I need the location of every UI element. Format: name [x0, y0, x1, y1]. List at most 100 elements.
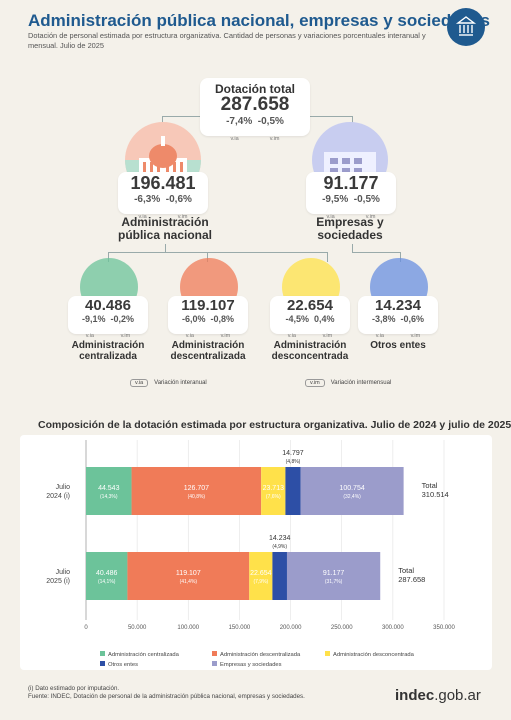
bar-segment: [127, 552, 250, 600]
subcat-label: Administración descentralizada: [153, 340, 263, 362]
connector-line: [352, 252, 400, 253]
apn-value: 196.481: [130, 173, 196, 193]
emp-via-sub: v.ia: [326, 214, 335, 220]
connector-line: [308, 116, 352, 117]
indec-brand: indec.gob.ar: [395, 687, 481, 704]
data-label: 119.107: [176, 570, 201, 577]
vim-legend-key: v.im: [305, 379, 325, 387]
data-pct-label: (14,1%): [98, 579, 116, 585]
apn-card: 196.481 -6,3% -0,6% v.ia v.im: [118, 172, 208, 220]
subcat-via: -9,1%: [81, 314, 106, 324]
x-tick-label: 50.000: [128, 625, 147, 631]
building-logo-icon: [447, 8, 485, 46]
connector-line: [352, 244, 353, 252]
connector-line: [327, 252, 328, 262]
subcat-via-sub: v.ia: [85, 333, 94, 339]
chart-title: Composición de la dotación estimada por …: [38, 419, 511, 431]
subcat-value: 14.234: [375, 297, 421, 314]
data-pct-label: (4,8%): [286, 459, 301, 465]
subcat-vim: -0,6%: [400, 314, 425, 324]
subcat-label-line2: descentralizada: [170, 351, 246, 362]
data-pct-label: (41,4%): [180, 579, 198, 585]
subcat-vim-sub: v.im: [120, 333, 131, 339]
footer-note: (i) Dato estimado por imputación.: [28, 685, 120, 692]
subcat-via: -6,0%: [181, 314, 206, 324]
connector-line: [400, 252, 401, 262]
subcat-card: 14.234 -3,8% -0,6% v.ia v.im: [358, 296, 438, 339]
subcat-vim: 0,4%: [314, 314, 335, 324]
subcat-vim-sub: v.im: [220, 333, 231, 339]
emp-vim-sub: v.im: [365, 214, 376, 220]
total-via: -7,4%: [226, 116, 253, 127]
subcat-card: 119.107 -6,0% -0,8% v.ia v.im: [168, 296, 248, 339]
subcat-label: Administración centralizada: [53, 340, 163, 362]
subcat-via: -3,8%: [371, 314, 396, 324]
x-tick-label: 300.000: [382, 625, 404, 631]
subcat-label-line2: desconcentrada: [271, 351, 349, 362]
subcat-via: -4,5%: [285, 314, 309, 324]
connector-line: [207, 252, 208, 262]
connector-line: [165, 244, 166, 252]
category-label: 2025 (i): [46, 578, 70, 585]
bar-segment: [300, 467, 404, 515]
category-label: Julio: [56, 484, 71, 491]
page-title: Administración pública nacional, empresa…: [28, 11, 490, 30]
data-pct-label: (7,6%): [266, 494, 281, 500]
brand-suffix: .gob.ar: [434, 687, 481, 704]
data-label: 22.654: [250, 570, 272, 577]
connector-line: [108, 252, 109, 262]
total-label: Dotación total: [215, 82, 295, 96]
apn-label-line1: Administración: [121, 215, 209, 229]
bar-segment: [131, 467, 262, 515]
via-legend: v.ia Variación interanual: [130, 379, 207, 387]
subcat-vim-sub: v.im: [322, 333, 333, 339]
emp-label-line1: Empresas y: [316, 215, 384, 229]
subcat-value: 22.654: [287, 297, 333, 314]
footer: (i) Dato estimado por imputación. Fuente…: [28, 685, 305, 701]
legend-label: Administración centralizada: [108, 652, 180, 658]
total-label: Total: [398, 566, 414, 575]
apn-label-line2: pública nacional: [117, 228, 213, 242]
emp-via: -9,5%: [322, 194, 349, 205]
legend-swatch: [212, 661, 217, 666]
bar-segment: [272, 552, 287, 600]
x-tick-label: 0: [84, 625, 88, 631]
data-label: 44.543: [98, 485, 120, 492]
subcat-label-line2: centralizada: [79, 351, 137, 362]
apn-vim-sub: v.im: [177, 214, 188, 220]
total-value: 310.514: [422, 490, 449, 499]
subcat-card: 22.654 -4,5% 0,4% v.ia v.im: [270, 296, 350, 339]
subcat-vim: -0,2%: [110, 314, 135, 324]
emp-card: 91.177 -9,5% -0,5% v.ia v.im: [306, 172, 396, 220]
data-label: 14.797: [282, 450, 304, 457]
legend-label: Otros entes: [108, 662, 138, 668]
data-pct-label: (32,4%): [343, 494, 361, 500]
subcat-label-line1: Administración: [273, 340, 347, 351]
subcat-vim: -0,8%: [210, 314, 235, 324]
subcat-vim-sub: v.im: [410, 333, 421, 339]
page-subtitle: Dotación de personal estimada por estruc…: [28, 31, 426, 50]
connector-line: [162, 116, 204, 117]
subcat-label: Administración desconcentrada: [255, 340, 365, 362]
emp-label: Empresas y sociedades: [290, 216, 410, 242]
vim-legend: v.im Variación intermensual: [305, 379, 391, 387]
apn-label: Administración pública nacional: [95, 216, 235, 242]
via-legend-key: v.ia: [130, 379, 149, 387]
bar-segment: [86, 552, 128, 600]
data-pct-label: (14,3%): [100, 494, 118, 500]
legend-swatch: [100, 651, 105, 656]
subcat-value: 40.486: [85, 297, 131, 314]
legend-swatch: [325, 651, 330, 656]
emp-value: 91.177: [323, 173, 379, 193]
data-pct-label: (7,9%): [253, 579, 268, 585]
data-label: 100.754: [339, 485, 364, 492]
stacked-bar-chart: 0 50.000 100.000 150.000 200.000 250.000 300.0…: [20, 435, 492, 670]
apn-via-sub: v.ia: [138, 214, 147, 220]
emp-vim: -0,5%: [353, 194, 380, 205]
legend-label: Administración desconcentrada: [333, 652, 415, 658]
x-tick-label: 100.000: [177, 625, 199, 631]
brand-name: indec: [395, 687, 435, 704]
vim-legend-text: Variación intermensual: [330, 380, 392, 386]
emp-label-line2: sociedades: [317, 228, 383, 242]
subcat-label-line1: Administración: [71, 340, 145, 351]
